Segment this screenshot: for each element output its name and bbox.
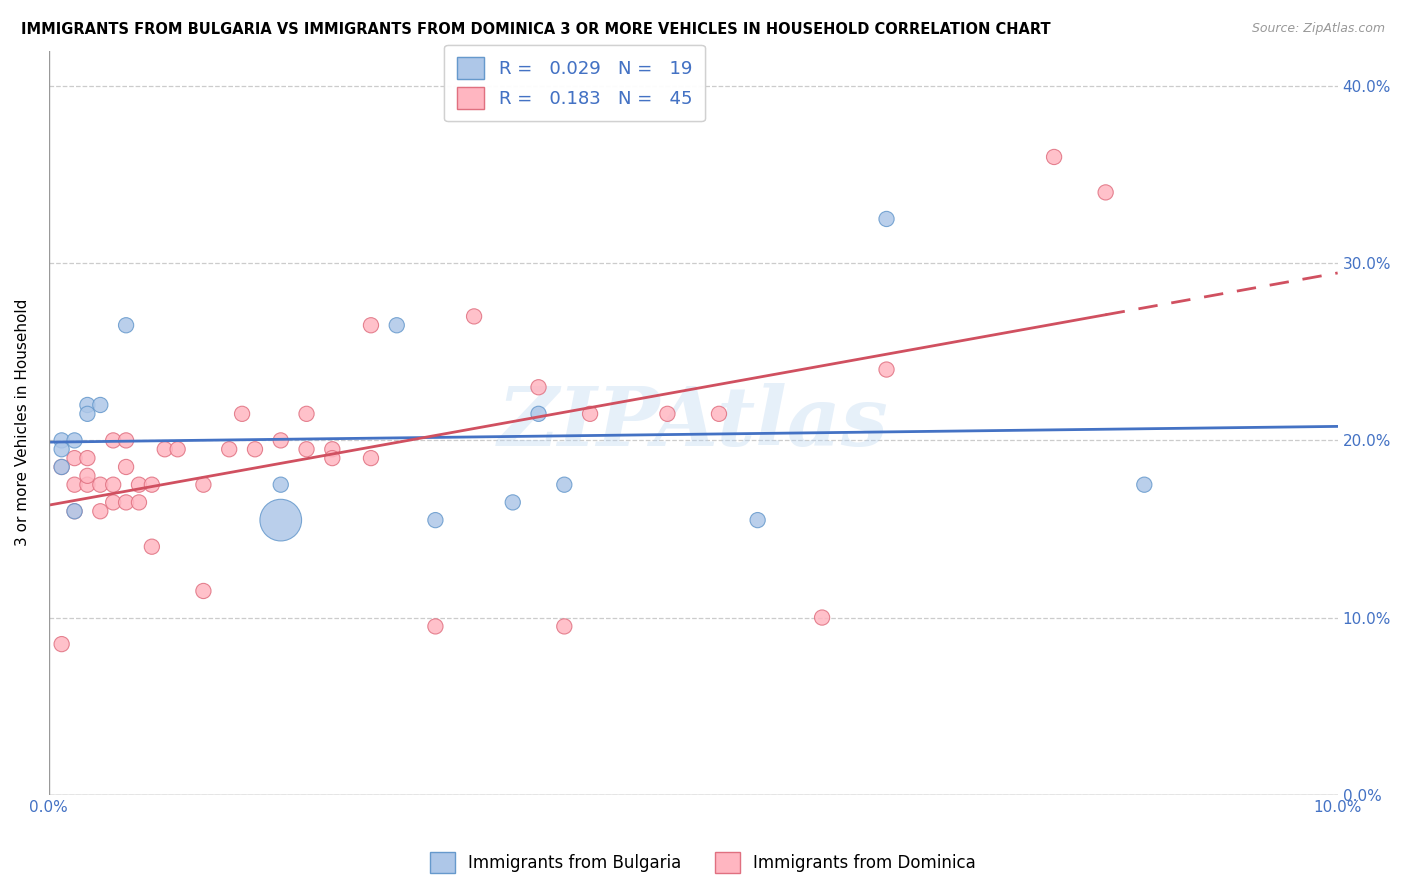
Point bbox=[425, 513, 447, 527]
Point bbox=[425, 619, 447, 633]
Legend: R =   0.029   N =   19, R =   0.183   N =   45: R = 0.029 N = 19, R = 0.183 N = 45 bbox=[444, 45, 704, 121]
Point bbox=[270, 513, 292, 527]
Point bbox=[360, 451, 382, 466]
Point bbox=[89, 477, 111, 491]
Point bbox=[63, 477, 86, 491]
Point bbox=[51, 637, 73, 651]
Point bbox=[128, 477, 150, 491]
Point bbox=[707, 407, 730, 421]
Text: Source: ZipAtlas.com: Source: ZipAtlas.com bbox=[1251, 22, 1385, 36]
Point bbox=[321, 451, 343, 466]
Point bbox=[76, 468, 98, 483]
Point bbox=[193, 584, 215, 599]
Point bbox=[270, 434, 292, 448]
Point bbox=[166, 442, 188, 457]
Point bbox=[502, 495, 524, 509]
Point bbox=[527, 380, 550, 394]
Legend: Immigrants from Bulgaria, Immigrants from Dominica: Immigrants from Bulgaria, Immigrants fro… bbox=[423, 846, 983, 880]
Point bbox=[76, 477, 98, 491]
Point bbox=[243, 442, 266, 457]
Point bbox=[128, 495, 150, 509]
Point bbox=[76, 407, 98, 421]
Point bbox=[51, 460, 73, 475]
Point bbox=[463, 310, 485, 324]
Point bbox=[811, 610, 834, 624]
Point bbox=[89, 504, 111, 518]
Point bbox=[63, 504, 86, 518]
Point bbox=[295, 442, 318, 457]
Point bbox=[115, 434, 138, 448]
Point bbox=[876, 211, 898, 226]
Point bbox=[115, 495, 138, 509]
Point bbox=[141, 540, 163, 554]
Point bbox=[270, 477, 292, 491]
Point bbox=[63, 504, 86, 518]
Point bbox=[103, 495, 125, 509]
Point bbox=[103, 477, 125, 491]
Point bbox=[51, 442, 73, 457]
Point bbox=[63, 451, 86, 466]
Point bbox=[527, 407, 550, 421]
Point bbox=[76, 398, 98, 412]
Point bbox=[553, 619, 575, 633]
Point bbox=[747, 513, 769, 527]
Y-axis label: 3 or more Vehicles in Household: 3 or more Vehicles in Household bbox=[15, 299, 30, 547]
Point bbox=[579, 407, 602, 421]
Point bbox=[141, 477, 163, 491]
Point bbox=[321, 442, 343, 457]
Point bbox=[218, 442, 240, 457]
Point bbox=[231, 407, 253, 421]
Point bbox=[360, 318, 382, 333]
Text: ZIPAtlas: ZIPAtlas bbox=[498, 383, 889, 463]
Point bbox=[115, 318, 138, 333]
Point bbox=[76, 451, 98, 466]
Point bbox=[295, 407, 318, 421]
Point bbox=[103, 434, 125, 448]
Point bbox=[89, 398, 111, 412]
Point bbox=[553, 477, 575, 491]
Text: IMMIGRANTS FROM BULGARIA VS IMMIGRANTS FROM DOMINICA 3 OR MORE VEHICLES IN HOUSE: IMMIGRANTS FROM BULGARIA VS IMMIGRANTS F… bbox=[21, 22, 1050, 37]
Point bbox=[1043, 150, 1066, 164]
Point bbox=[876, 362, 898, 376]
Point bbox=[51, 434, 73, 448]
Point bbox=[1094, 186, 1116, 200]
Point bbox=[657, 407, 679, 421]
Point bbox=[1133, 477, 1156, 491]
Point bbox=[385, 318, 408, 333]
Point bbox=[193, 477, 215, 491]
Point bbox=[51, 460, 73, 475]
Point bbox=[153, 442, 176, 457]
Point bbox=[115, 460, 138, 475]
Point bbox=[63, 434, 86, 448]
